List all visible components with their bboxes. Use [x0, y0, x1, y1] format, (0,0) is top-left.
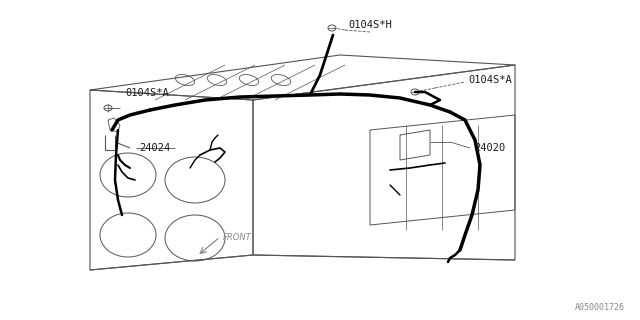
Text: 0104S*A: 0104S*A — [468, 75, 512, 85]
Text: 0104S*H: 0104S*H — [348, 20, 392, 30]
Text: 24020: 24020 — [474, 143, 505, 153]
Text: FRONT: FRONT — [223, 233, 252, 242]
Text: 24024: 24024 — [139, 143, 170, 153]
Text: 0104S*A: 0104S*A — [125, 88, 169, 98]
Text: A050001726: A050001726 — [575, 303, 625, 312]
